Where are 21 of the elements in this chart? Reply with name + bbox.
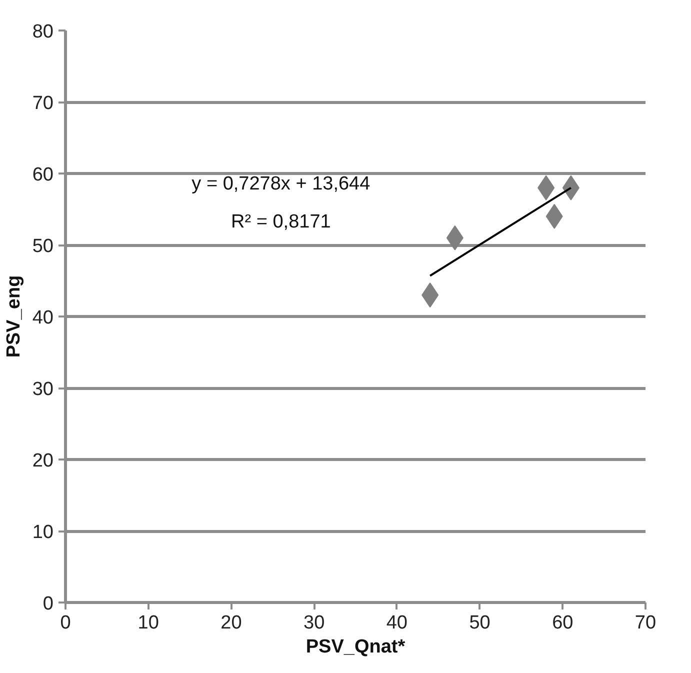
x-tick-label: 40 — [386, 612, 408, 634]
y-axis-title: PSV_eng — [3, 275, 24, 358]
x-axis-title: PSV_Qnat* — [306, 636, 406, 658]
y-tick-label: 60 — [32, 164, 54, 186]
annotation: y = 0,7278x + 13,644 — [192, 174, 371, 195]
y-tick-label: 80 — [32, 22, 54, 42]
y-tick-label: 40 — [32, 308, 54, 328]
y-tick-label: 20 — [32, 450, 54, 472]
x-tick-label: 30 — [304, 612, 325, 634]
y-tick-label: 30 — [32, 379, 54, 400]
x-tick-label: 0 — [60, 612, 71, 634]
x-tick-label: 50 — [469, 612, 490, 634]
x-tick-label: 20 — [220, 612, 242, 634]
y-tick-label: 0 — [42, 594, 54, 614]
annotation: R² = 0,8171 — [231, 212, 331, 233]
x-tick-label: 60 — [552, 612, 574, 634]
y-tick-label: 10 — [32, 522, 54, 543]
x-tick-label: 70 — [634, 612, 656, 634]
y-tick-label: 50 — [32, 236, 54, 257]
y-tick-label: 70 — [32, 93, 54, 114]
x-tick-label: 10 — [138, 612, 159, 634]
